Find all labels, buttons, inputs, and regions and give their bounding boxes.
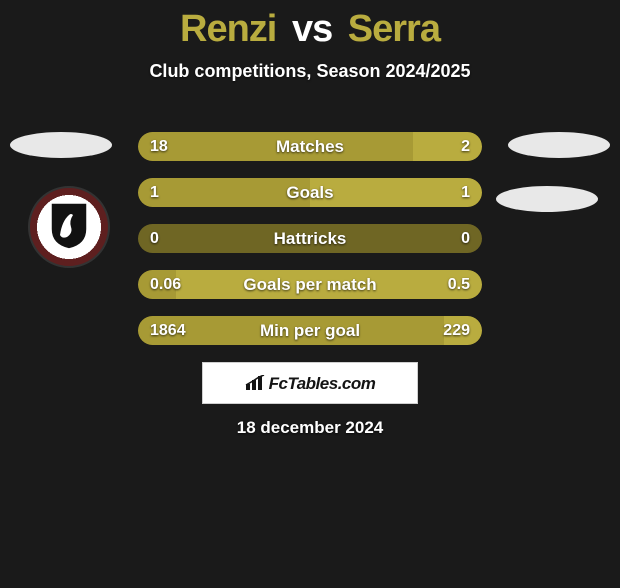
stat-value-right: 1 [461, 178, 470, 207]
player2-name: Serra [348, 8, 440, 50]
stat-label: Goals per match [138, 270, 482, 299]
stat-value-left: 1 [150, 178, 159, 207]
stat-value-right: 0 [461, 224, 470, 253]
stat-row: Hattricks0 0 [138, 224, 482, 253]
shield-icon [47, 201, 91, 251]
brand-badge: FcTables.com [202, 362, 418, 404]
club-badge [28, 186, 110, 268]
subtitle: Club competitions, Season 2024/2025 [0, 61, 620, 82]
player2-badge-placeholder-2 [496, 186, 598, 212]
stat-label: Min per goal [138, 316, 482, 345]
player1-badge-placeholder [10, 132, 112, 158]
stat-value-right: 229 [443, 316, 470, 345]
stat-row: Min per goal1864 229 [138, 316, 482, 345]
stat-value-left: 1864 [150, 316, 186, 345]
stat-row: Goals per match0.06 0.5 [138, 270, 482, 299]
stat-value-left: 0 [150, 224, 159, 253]
stat-value-left: 18 [150, 132, 168, 161]
stat-value-right: 2 [461, 132, 470, 161]
stat-label: Hattricks [138, 224, 482, 253]
player2-badge-placeholder-1 [508, 132, 610, 158]
stat-value-left: 0.06 [150, 270, 181, 299]
player1-name: Renzi [180, 8, 276, 50]
stat-row: Matches18 2 [138, 132, 482, 161]
date-label: 18 december 2024 [0, 418, 620, 438]
stat-row: Goals1 1 [138, 178, 482, 207]
brand-label: FcTables.com [269, 374, 376, 393]
stats-table: Matches18 2 Goals1 1 Hattricks0 0 Goals per ma… [138, 132, 482, 362]
bar-chart-icon [245, 375, 265, 391]
stat-label: Goals [138, 178, 482, 207]
page-title: Renzi vs Serra [0, 8, 620, 51]
vs-label: vs [292, 8, 332, 50]
stat-value-right: 0.5 [448, 270, 470, 299]
stat-label: Matches [138, 132, 482, 161]
